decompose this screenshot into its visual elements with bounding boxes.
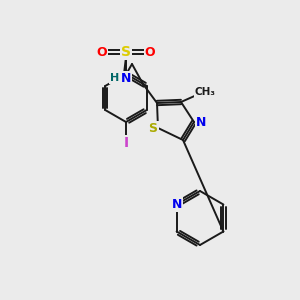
Text: H: H xyxy=(110,73,120,83)
Text: I: I xyxy=(123,136,129,150)
Text: O: O xyxy=(97,46,107,59)
Text: S: S xyxy=(121,45,131,59)
Text: N: N xyxy=(171,198,182,211)
Text: N: N xyxy=(121,71,131,85)
Text: S: S xyxy=(148,122,158,134)
Text: CH₃: CH₃ xyxy=(194,87,215,97)
Text: O: O xyxy=(145,46,155,59)
Text: N: N xyxy=(196,116,206,128)
